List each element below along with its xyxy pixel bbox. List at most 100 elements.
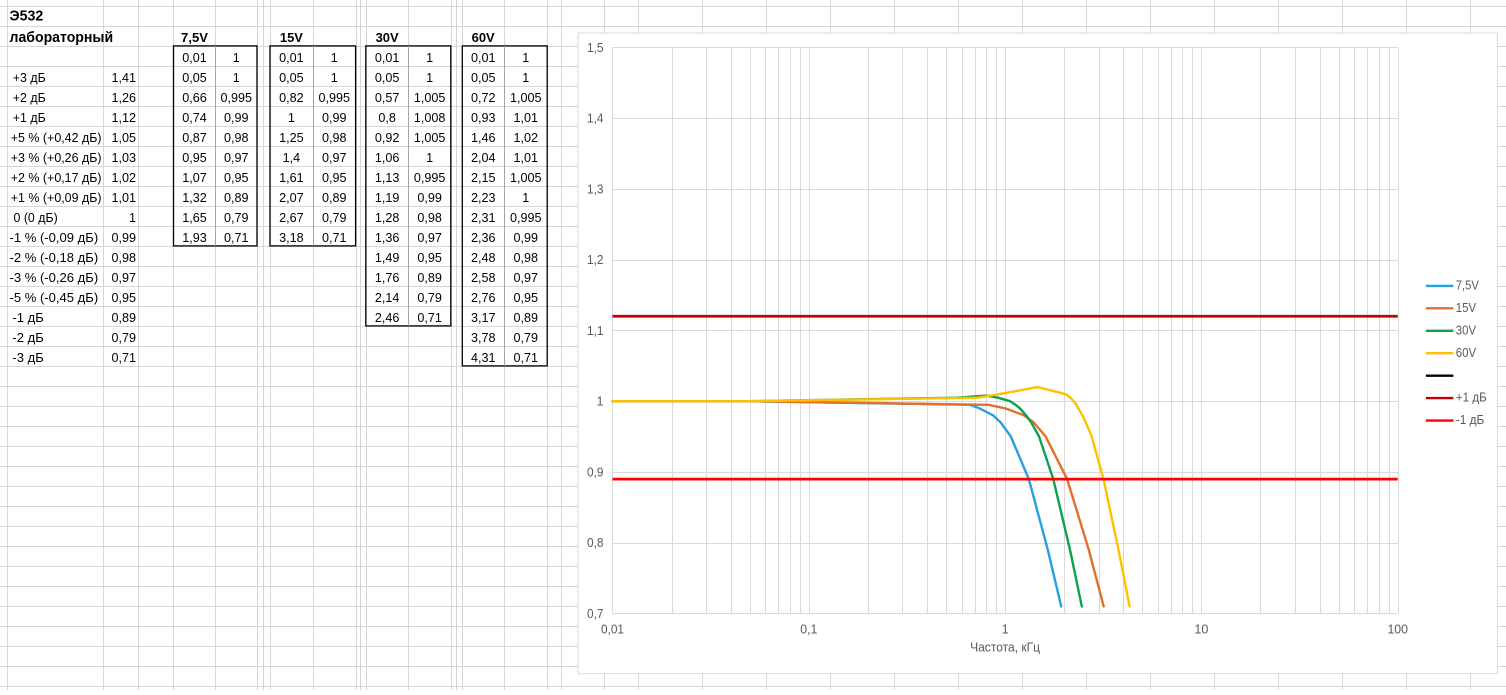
svg-text:1: 1 xyxy=(426,151,433,165)
svg-text:лабораторный: лабораторный xyxy=(10,29,114,46)
svg-text:1,01: 1,01 xyxy=(513,111,538,125)
svg-text:1,13: 1,13 xyxy=(375,171,400,185)
svg-text:2,46: 2,46 xyxy=(375,311,400,325)
svg-text:1,01: 1,01 xyxy=(111,191,136,205)
svg-text:+1 дБ: +1 дБ xyxy=(13,111,46,125)
svg-text:0,97: 0,97 xyxy=(417,231,442,245)
svg-text:1: 1 xyxy=(596,395,603,409)
svg-text:2,04: 2,04 xyxy=(471,151,496,165)
svg-text:0,97: 0,97 xyxy=(513,271,538,285)
svg-text:+5 % (+0,42 дБ): +5 % (+0,42 дБ) xyxy=(11,131,102,145)
svg-text:0,89: 0,89 xyxy=(224,191,249,205)
svg-text:0,05: 0,05 xyxy=(182,71,207,85)
svg-text:2,48: 2,48 xyxy=(471,251,496,265)
svg-text:0,99: 0,99 xyxy=(224,111,249,125)
svg-text:-3 дБ: -3 дБ xyxy=(12,351,43,365)
svg-text:0,995: 0,995 xyxy=(318,91,350,105)
svg-text:0,995: 0,995 xyxy=(510,211,542,225)
svg-text:+3 дБ: +3 дБ xyxy=(13,71,46,85)
svg-text:0,98: 0,98 xyxy=(417,211,442,225)
svg-text:1: 1 xyxy=(522,71,529,85)
svg-text:1,02: 1,02 xyxy=(111,171,136,185)
svg-text:1: 1 xyxy=(233,51,240,65)
svg-text:0,95: 0,95 xyxy=(417,251,442,265)
svg-text:1,76: 1,76 xyxy=(375,271,400,285)
svg-text:0,79: 0,79 xyxy=(224,211,249,225)
svg-text:0 (0 дБ): 0 (0 дБ) xyxy=(14,211,58,225)
svg-text:0,99: 0,99 xyxy=(111,231,136,245)
svg-text:0,97: 0,97 xyxy=(111,271,136,285)
svg-text:0,79: 0,79 xyxy=(417,291,442,305)
svg-text:2,14: 2,14 xyxy=(375,291,400,305)
svg-text:-3 % (-0,26 дБ): -3 % (-0,26 дБ) xyxy=(10,271,99,285)
svg-text:1,01: 1,01 xyxy=(513,151,538,165)
svg-text:0,95: 0,95 xyxy=(322,171,347,185)
svg-text:0,57: 0,57 xyxy=(375,91,400,105)
svg-text:0,01: 0,01 xyxy=(375,51,400,65)
svg-text:60V: 60V xyxy=(472,31,496,45)
svg-text:0,71: 0,71 xyxy=(322,231,347,245)
svg-text:0,1: 0,1 xyxy=(800,623,817,637)
svg-text:1,02: 1,02 xyxy=(513,131,538,145)
svg-text:0,99: 0,99 xyxy=(322,111,347,125)
svg-text:0,79: 0,79 xyxy=(322,211,347,225)
svg-text:1,49: 1,49 xyxy=(375,251,400,265)
svg-text:0,05: 0,05 xyxy=(471,71,496,85)
svg-text:1,28: 1,28 xyxy=(375,211,400,225)
svg-text:60V: 60V xyxy=(1456,346,1477,360)
svg-text:0,95: 0,95 xyxy=(513,291,538,305)
svg-text:-2 % (-0,18 дБ): -2 % (-0,18 дБ) xyxy=(10,251,99,265)
svg-text:+1 дБ: +1 дБ xyxy=(1456,391,1487,405)
svg-text:0,74: 0,74 xyxy=(182,111,207,125)
svg-text:3,78: 3,78 xyxy=(471,331,496,345)
svg-text:0,93: 0,93 xyxy=(471,111,496,125)
svg-text:1,2: 1,2 xyxy=(587,253,604,267)
svg-text:1,65: 1,65 xyxy=(182,211,207,225)
svg-text:0,98: 0,98 xyxy=(111,251,136,265)
svg-text:1,008: 1,008 xyxy=(414,111,446,125)
svg-text:1: 1 xyxy=(1002,623,1009,637)
svg-text:1,05: 1,05 xyxy=(111,131,136,145)
svg-text:2,36: 2,36 xyxy=(471,231,496,245)
svg-text:0,995: 0,995 xyxy=(414,171,446,185)
svg-text:0,98: 0,98 xyxy=(322,131,347,145)
svg-text:1,005: 1,005 xyxy=(510,171,542,185)
svg-text:3,17: 3,17 xyxy=(471,311,496,325)
svg-text:0,05: 0,05 xyxy=(375,71,400,85)
svg-text:1,03: 1,03 xyxy=(111,151,136,165)
svg-text:0,82: 0,82 xyxy=(279,91,304,105)
svg-text:0,87: 0,87 xyxy=(182,131,207,145)
svg-text:0,89: 0,89 xyxy=(111,311,136,325)
svg-text:7,5V: 7,5V xyxy=(1456,279,1480,293)
svg-text:3,18: 3,18 xyxy=(279,231,304,245)
svg-text:-1 дБ: -1 дБ xyxy=(1456,413,1485,427)
svg-text:0,89: 0,89 xyxy=(513,311,538,325)
svg-text:-1 дБ: -1 дБ xyxy=(12,311,43,325)
svg-text:1,32: 1,32 xyxy=(182,191,207,205)
svg-text:2,07: 2,07 xyxy=(279,191,304,205)
svg-text:30V: 30V xyxy=(1456,323,1477,337)
svg-text:1: 1 xyxy=(522,51,529,65)
svg-text:1: 1 xyxy=(233,71,240,85)
svg-text:0,79: 0,79 xyxy=(111,331,136,345)
svg-text:1,1: 1,1 xyxy=(587,324,604,338)
svg-text:2,76: 2,76 xyxy=(471,291,496,305)
svg-text:4,31: 4,31 xyxy=(471,351,496,365)
svg-text:0,98: 0,98 xyxy=(224,131,249,145)
svg-text:0,79: 0,79 xyxy=(513,331,538,345)
svg-text:+2 % (+0,17 дБ): +2 % (+0,17 дБ) xyxy=(11,171,102,185)
svg-text:0,95: 0,95 xyxy=(224,171,249,185)
svg-text:0,72: 0,72 xyxy=(471,91,496,105)
svg-text:0,05: 0,05 xyxy=(279,71,304,85)
svg-text:1,36: 1,36 xyxy=(375,231,400,245)
svg-text:0,01: 0,01 xyxy=(182,51,207,65)
svg-text:1,61: 1,61 xyxy=(279,171,304,185)
svg-text:1,25: 1,25 xyxy=(279,131,304,145)
svg-text:0,8: 0,8 xyxy=(378,111,396,125)
svg-text:2,58: 2,58 xyxy=(471,271,496,285)
svg-text:-2 дБ: -2 дБ xyxy=(12,331,43,345)
svg-text:0,71: 0,71 xyxy=(513,351,538,365)
svg-text:1: 1 xyxy=(331,51,338,65)
svg-text:1: 1 xyxy=(426,71,433,85)
svg-text:0,66: 0,66 xyxy=(182,91,207,105)
